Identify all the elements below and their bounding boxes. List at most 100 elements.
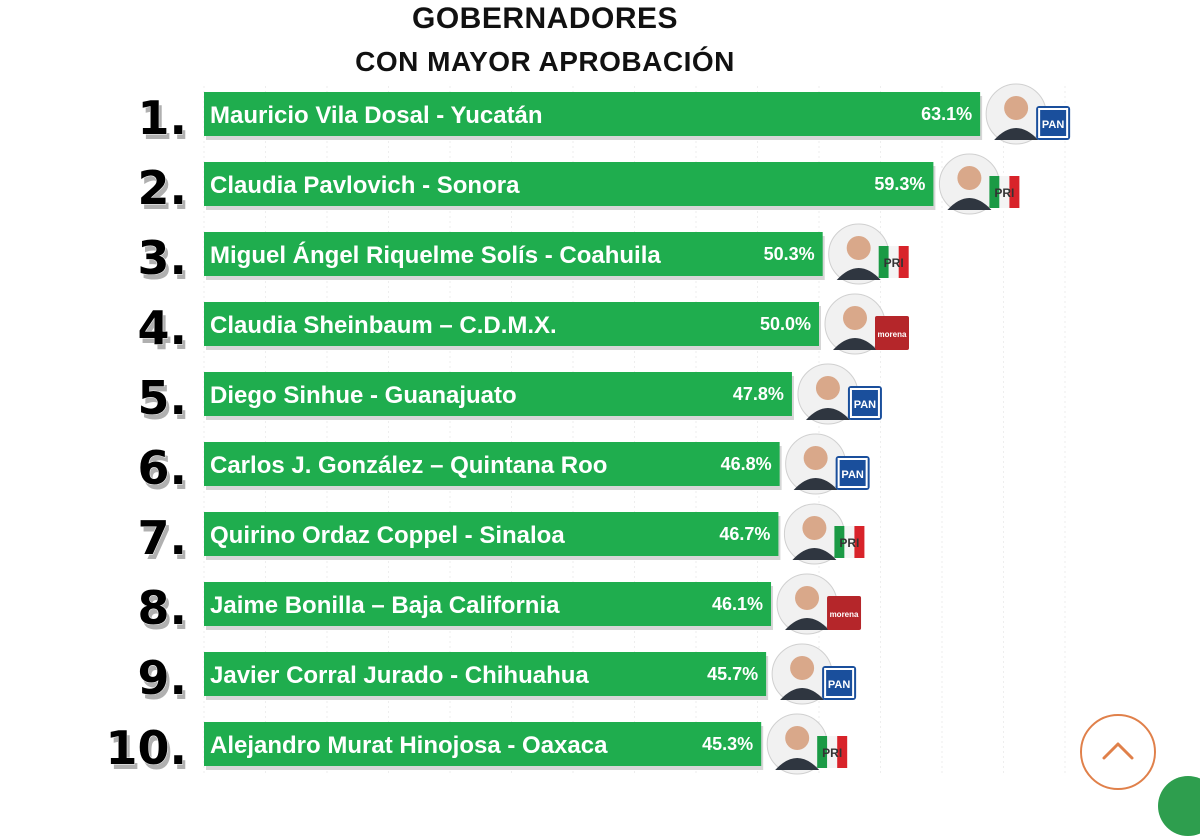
- bar: [204, 92, 981, 136]
- pri-logo-icon: [834, 526, 845, 558]
- pri-logo-text: PRI: [839, 536, 859, 550]
- avatar-face: [957, 166, 982, 190]
- rank-number-shadow: 9.: [141, 656, 190, 710]
- pri-logo-white: [844, 526, 855, 558]
- bar: [204, 442, 780, 486]
- bar: [204, 232, 823, 276]
- bar-label: Javier Corral Jurado - Chihuahua: [210, 662, 589, 689]
- bar: [204, 512, 779, 556]
- data-label: 46.1%: [712, 594, 763, 614]
- rank-number-shadow: 5.: [141, 376, 190, 430]
- avatar-body: [805, 408, 850, 420]
- bar-label: Claudia Sheinbaum – C.D.M.X.: [210, 312, 557, 339]
- bar-label: Mauricio Vila Dosal - Yucatán: [210, 102, 543, 129]
- avatar-face: [785, 726, 810, 750]
- rank-number-shadow: 4.: [141, 306, 190, 360]
- chart-title: GOBERNADORES: [411, 2, 679, 35]
- bar: [204, 372, 792, 416]
- avatar-face: [815, 376, 840, 400]
- data-label: 47.8%: [733, 384, 784, 404]
- rank-number-shadow: 10.: [109, 726, 191, 780]
- rank-number: 9.: [138, 651, 187, 705]
- chart-subtitle: CON MAYOR APROBACIÓN: [355, 46, 735, 77]
- pan-logo-frame: [824, 668, 855, 698]
- pan-logo-icon: [847, 386, 882, 420]
- avatar-body: [833, 338, 877, 350]
- pri-logo-icon: [878, 246, 889, 278]
- approval-bar-chart: 1.1. Mauricio Vila Dosal - Yucatán 63.1% PA…: [105, 83, 1071, 780]
- morena-logo-text: morena: [878, 330, 907, 339]
- bar-label: Diego Sinhue - Guanajuato: [210, 382, 517, 409]
- pan-logo-frame: [1038, 108, 1069, 138]
- data-label: 45.7%: [707, 664, 758, 684]
- avatar-face: [803, 446, 828, 470]
- pri-logo-red: [898, 246, 909, 278]
- morena-logo-icon: [827, 596, 862, 630]
- rank-number: 5.: [138, 371, 187, 425]
- data-label: 50.0%: [760, 314, 811, 334]
- rank-number: 8.: [138, 581, 187, 635]
- data-label: 50.3%: [764, 244, 815, 264]
- bar: [204, 722, 762, 766]
- avatar-face: [846, 236, 871, 260]
- pan-logo-text: PAN: [841, 469, 863, 481]
- rank-number-shadow: 2.: [141, 166, 190, 220]
- bar: [204, 162, 934, 206]
- rank-number: 2.: [138, 161, 187, 215]
- pri-logo-white: [888, 246, 899, 278]
- avatar-face: [843, 306, 867, 330]
- rank-number: 3.: [138, 231, 187, 285]
- bar: [204, 582, 772, 626]
- avatar-face: [802, 516, 827, 540]
- scroll-to-top-button[interactable]: [1080, 714, 1156, 790]
- pri-logo-red: [1009, 176, 1020, 208]
- rank-number: 6.: [138, 441, 187, 495]
- bar-label: Jaime Bonilla – Baja California: [210, 592, 560, 619]
- rank-number-shadow: 6.: [141, 446, 190, 500]
- pan-logo-text: PAN: [828, 679, 850, 691]
- data-label: 63.1%: [921, 104, 972, 124]
- pri-logo-text: PRI: [884, 256, 904, 270]
- pan-logo-frame: [837, 458, 868, 488]
- pan-logo-icon: [835, 456, 870, 490]
- bar-label: Carlos J. González – Quintana Roo: [210, 452, 607, 479]
- data-label: 46.8%: [721, 454, 772, 474]
- pan-logo-text: PAN: [1042, 119, 1064, 131]
- avatar-face: [790, 656, 815, 680]
- pan-logo-text: PAN: [854, 399, 876, 411]
- pri-logo-white: [827, 736, 838, 768]
- avatar-body: [780, 688, 825, 700]
- data-label: 46.7%: [719, 524, 770, 544]
- rank-number-shadow: 3.: [141, 236, 190, 290]
- rank-number-shadow: 8.: [141, 586, 190, 640]
- avatar-face: [795, 586, 820, 610]
- bar: [204, 652, 767, 696]
- rank-number: 1.: [138, 91, 187, 145]
- data-label: 45.3%: [702, 734, 753, 754]
- pan-logo-frame: [849, 388, 880, 418]
- rank-number-shadow: 1.: [141, 96, 190, 150]
- rank-number: 10.: [106, 721, 188, 775]
- avatar-body: [994, 128, 1039, 140]
- bar: [204, 302, 819, 346]
- rank-number-shadow: 7.: [141, 516, 190, 570]
- avatar-body: [947, 198, 992, 210]
- bar-label: Miguel Ángel Riquelme Solís - Coahuila: [210, 241, 661, 269]
- pri-logo-icon: [817, 736, 828, 768]
- avatar-body: [836, 268, 881, 280]
- bar-label: Alejandro Murat Hinojosa - Oaxaca: [210, 732, 608, 759]
- pan-logo-icon: [822, 666, 857, 700]
- avatar-body: [785, 618, 830, 630]
- rank-number: 7.: [138, 511, 187, 565]
- pan-logo-icon: [1036, 106, 1071, 140]
- pri-logo-red: [837, 736, 848, 768]
- pri-logo-white: [999, 176, 1010, 208]
- pri-logo-text: PRI: [822, 746, 842, 760]
- chevron-up-icon: [1102, 742, 1134, 760]
- pri-logo-text: PRI: [994, 186, 1014, 200]
- bar-label: Claudia Pavlovich - Sonora: [210, 172, 520, 199]
- pri-logo-red: [854, 526, 865, 558]
- rank-number: 4.: [138, 301, 187, 355]
- avatar-body: [793, 478, 838, 490]
- morena-logo-text: morena: [830, 610, 859, 619]
